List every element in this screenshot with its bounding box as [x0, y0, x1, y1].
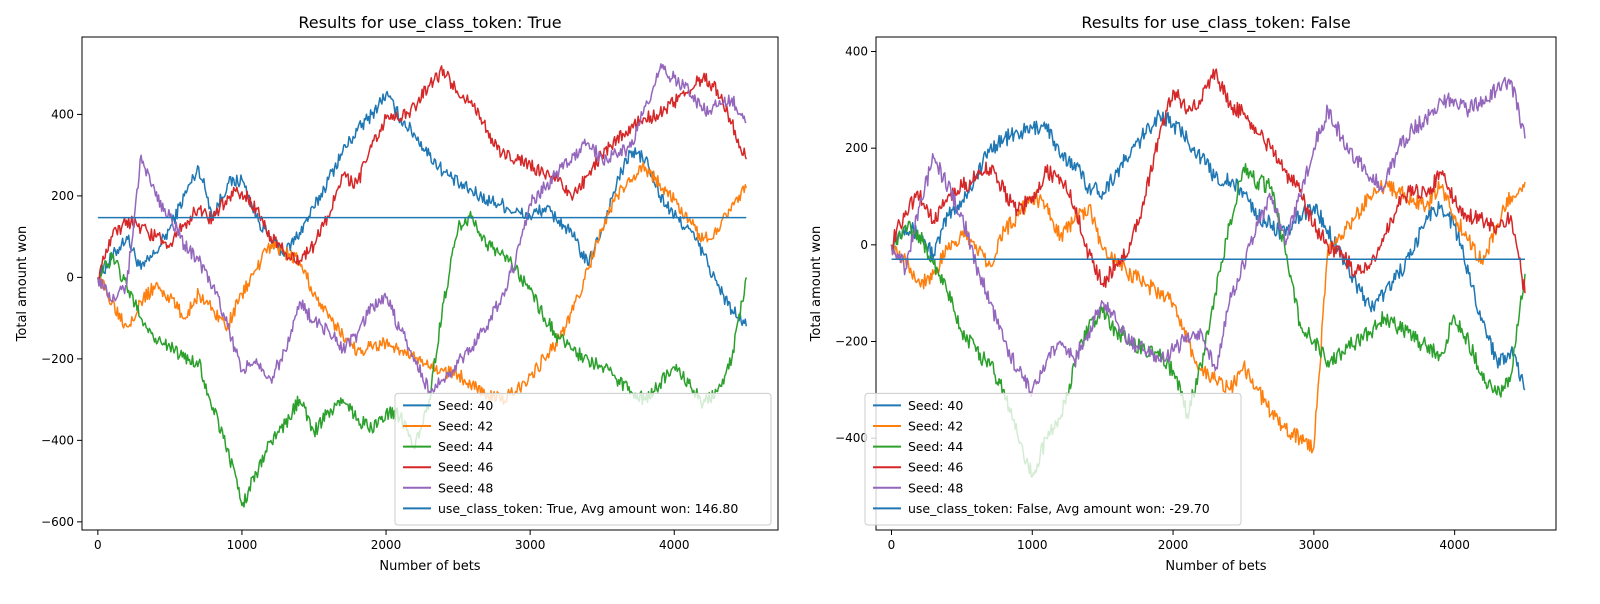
chart-panel-2: Results for use_class_token: False 0 1000 2… — [809, 13, 1557, 574]
series-line-1 — [97, 90, 748, 327]
x-tick-label: 1000 — [1017, 538, 1048, 552]
axes-frame — [875, 36, 1557, 531]
legend: Seed: 40 Seed: 42 Seed: 44 Seed: 46 Seed: 48… — [864, 392, 1242, 526]
y-axis-label: Total amount won — [15, 226, 30, 343]
series-line-3 — [890, 162, 1526, 478]
x-tick-label: 3000 — [1299, 538, 1330, 552]
legend-entry: Seed: 48 — [438, 480, 493, 495]
y-tick-label: 0 — [860, 238, 868, 252]
legend-box — [394, 392, 772, 526]
y-tick-label: 400 — [51, 107, 74, 121]
series-line-4 — [890, 68, 1526, 294]
y-tick-label: −200 — [835, 335, 868, 349]
legend-entry: Seed: 46 — [908, 460, 963, 475]
axes-frame — [81, 36, 779, 531]
series-lines — [890, 68, 1526, 478]
legend-entry: Seed: 40 — [438, 398, 493, 413]
series-line-5 — [97, 63, 747, 395]
legend-entry: Seed: 40 — [908, 398, 963, 413]
x-tick-label: 2000 — [1158, 538, 1189, 552]
x-tick-label: 3000 — [515, 538, 546, 552]
x-tick-label: 1000 — [227, 538, 258, 552]
y-tick-label: 0 — [66, 270, 74, 284]
y-tick-label: −600 — [41, 515, 74, 529]
x-tick-label: 0 — [94, 538, 102, 552]
x-axis-label: Number of bets — [1165, 559, 1266, 574]
legend-entry: Seed: 46 — [438, 460, 493, 475]
series-line-2 — [890, 179, 1526, 454]
legend-entry: use_class_token: False, Avg amount won: … — [908, 501, 1210, 516]
y-tick-label: 200 — [51, 189, 74, 203]
y-tick-label: 200 — [845, 141, 868, 155]
legend-entry: use_class_token: True, Avg amount won: 1… — [438, 501, 738, 516]
chart-panel-1: Results for use_class_token: True 0 1000 20… — [15, 13, 779, 574]
legend: Seed: 40 Seed: 42 Seed: 44 Seed: 46 Seed: 48… — [394, 392, 772, 526]
series-line-5 — [890, 76, 1526, 398]
y-tick-label: −400 — [835, 431, 868, 445]
chart-title: Results for use_class_token: False — [1081, 13, 1350, 33]
legend-entry: Seed: 42 — [438, 419, 493, 434]
series-line-2 — [97, 162, 748, 406]
series-line-4 — [97, 65, 748, 283]
y-tick-label: −200 — [41, 352, 74, 366]
y-axis-label: Total amount won — [809, 226, 824, 343]
x-axis-label: Number of bets — [379, 559, 480, 574]
y-tick-label: 400 — [845, 45, 868, 59]
legend-entry: Seed: 44 — [908, 439, 963, 454]
series-line-1 — [890, 109, 1526, 391]
legend-entry: Seed: 48 — [908, 480, 963, 495]
legend-box — [864, 392, 1242, 526]
x-tick-label: 4000 — [659, 538, 690, 552]
x-tick-label: 4000 — [1439, 538, 1470, 552]
legend-entry: Seed: 42 — [908, 419, 963, 434]
y-tick-label: −400 — [41, 433, 74, 447]
x-tick-label: 0 — [888, 538, 896, 552]
chart-title: Results for use_class_token: True — [298, 13, 561, 33]
x-tick-label: 2000 — [371, 538, 402, 552]
legend-entry: Seed: 44 — [438, 439, 493, 454]
